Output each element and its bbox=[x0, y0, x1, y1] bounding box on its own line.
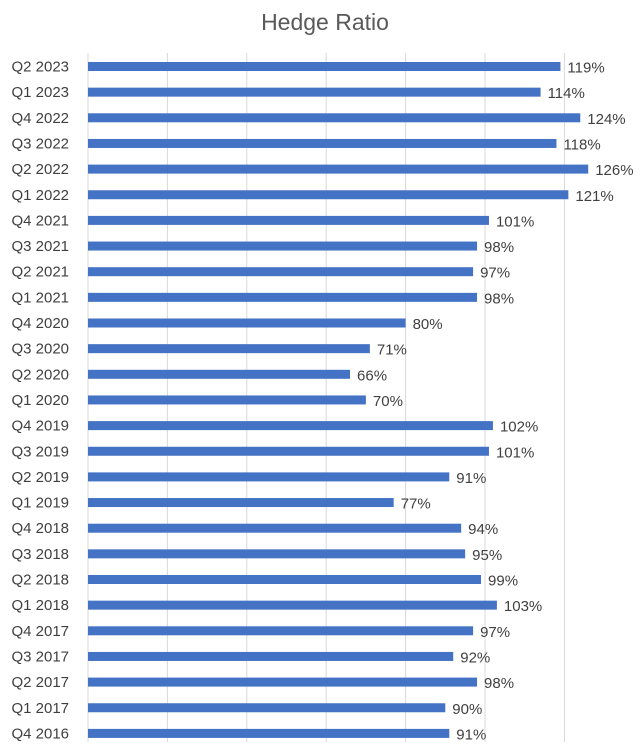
data-label: 119% bbox=[567, 60, 604, 77]
category-label: Q2 2020 bbox=[11, 366, 69, 383]
bar bbox=[88, 523, 462, 533]
category-label: Q2 2021 bbox=[11, 264, 69, 281]
bar bbox=[88, 215, 489, 225]
data-label: 97% bbox=[480, 265, 510, 282]
data-label: 77% bbox=[401, 496, 431, 513]
category-label: Q2 2022 bbox=[11, 161, 69, 178]
bars bbox=[88, 62, 589, 738]
data-label: 98% bbox=[484, 675, 514, 692]
data-label: 126% bbox=[595, 162, 633, 179]
category-label: Q1 2018 bbox=[11, 597, 69, 614]
category-label: Q4 2020 bbox=[11, 315, 69, 332]
data-label: 102% bbox=[500, 419, 538, 436]
bar bbox=[88, 164, 589, 174]
bar bbox=[88, 344, 370, 354]
bar bbox=[88, 369, 351, 379]
data-labels: 119% 114%124% 118% 126% 121% 101% 98% 97% 98% 80%… bbox=[357, 60, 634, 744]
data-label: 101% bbox=[496, 213, 534, 230]
category-label: Q3 2021 bbox=[11, 238, 69, 255]
bar bbox=[88, 267, 474, 277]
category-label: Q4 2019 bbox=[11, 418, 69, 435]
data-label: 103% bbox=[504, 598, 542, 615]
bar bbox=[88, 472, 450, 482]
bar bbox=[88, 421, 493, 431]
data-label: 94% bbox=[468, 521, 498, 538]
data-label: 91% bbox=[456, 726, 486, 743]
bar bbox=[88, 677, 478, 687]
data-label: 98% bbox=[484, 290, 514, 307]
category-labels: Q2 2023 Q1 2023 Q4 2022 Q3 2022 Q2 2022 Q1 20… bbox=[11, 59, 69, 743]
category-label: Q1 2023 bbox=[11, 84, 69, 101]
category-label: Q3 2020 bbox=[11, 341, 69, 358]
category-label: Q4 2022 bbox=[11, 110, 69, 127]
bar bbox=[88, 138, 557, 148]
data-label: 99% bbox=[488, 573, 518, 590]
data-label: 114% bbox=[548, 85, 585, 102]
bar bbox=[88, 190, 569, 200]
data-label: 66% bbox=[357, 367, 387, 384]
category-label: Q4 2021 bbox=[11, 212, 69, 229]
category-label: Q2 2018 bbox=[11, 572, 69, 589]
bar bbox=[88, 62, 561, 71]
bar bbox=[88, 318, 406, 328]
category-label: Q4 2017 bbox=[11, 623, 69, 640]
data-label: 92% bbox=[460, 649, 490, 666]
bar bbox=[88, 600, 497, 610]
category-label: Q3 2019 bbox=[11, 443, 69, 460]
category-label: Q4 2018 bbox=[11, 520, 69, 537]
bar bbox=[88, 113, 581, 123]
bar bbox=[88, 549, 466, 559]
data-label: 124% bbox=[587, 111, 625, 128]
category-label: Q1 2019 bbox=[11, 495, 69, 512]
data-label: 98% bbox=[484, 239, 514, 256]
data-label: 118% bbox=[563, 136, 600, 153]
category-label: Q2 2019 bbox=[11, 469, 69, 486]
data-label: 95% bbox=[472, 547, 502, 564]
bar bbox=[88, 626, 474, 636]
category-label: Q2 2017 bbox=[11, 674, 69, 691]
data-label: 71% bbox=[377, 342, 407, 359]
bar bbox=[88, 395, 366, 405]
data-label: 90% bbox=[452, 701, 482, 718]
category-label: Q1 2017 bbox=[11, 700, 69, 717]
category-label: Q3 2022 bbox=[11, 135, 69, 152]
category-label: Q3 2017 bbox=[11, 648, 69, 665]
bar bbox=[88, 292, 478, 302]
bar bbox=[88, 651, 454, 661]
data-label: 70% bbox=[373, 393, 403, 410]
bar bbox=[88, 87, 541, 97]
category-label: Q2 2023 bbox=[11, 59, 69, 76]
category-label: Q1 2022 bbox=[11, 187, 69, 204]
bar bbox=[88, 575, 482, 584]
data-label: 121% bbox=[575, 188, 613, 205]
bar bbox=[88, 728, 450, 738]
category-label: Q3 2018 bbox=[11, 546, 69, 563]
category-label: Q1 2021 bbox=[11, 289, 69, 306]
category-label: Q4 2016 bbox=[11, 725, 69, 742]
data-label: 97% bbox=[480, 624, 510, 641]
bar bbox=[88, 703, 446, 713]
bar bbox=[88, 241, 478, 251]
category-label: Q1 2020 bbox=[11, 392, 69, 409]
chart-title: Hedge Ratio bbox=[261, 9, 389, 35]
data-label: 80% bbox=[413, 316, 443, 333]
data-label: 101% bbox=[496, 444, 534, 461]
bar bbox=[88, 498, 394, 508]
bar bbox=[88, 446, 489, 456]
data-label: 91% bbox=[456, 470, 486, 487]
